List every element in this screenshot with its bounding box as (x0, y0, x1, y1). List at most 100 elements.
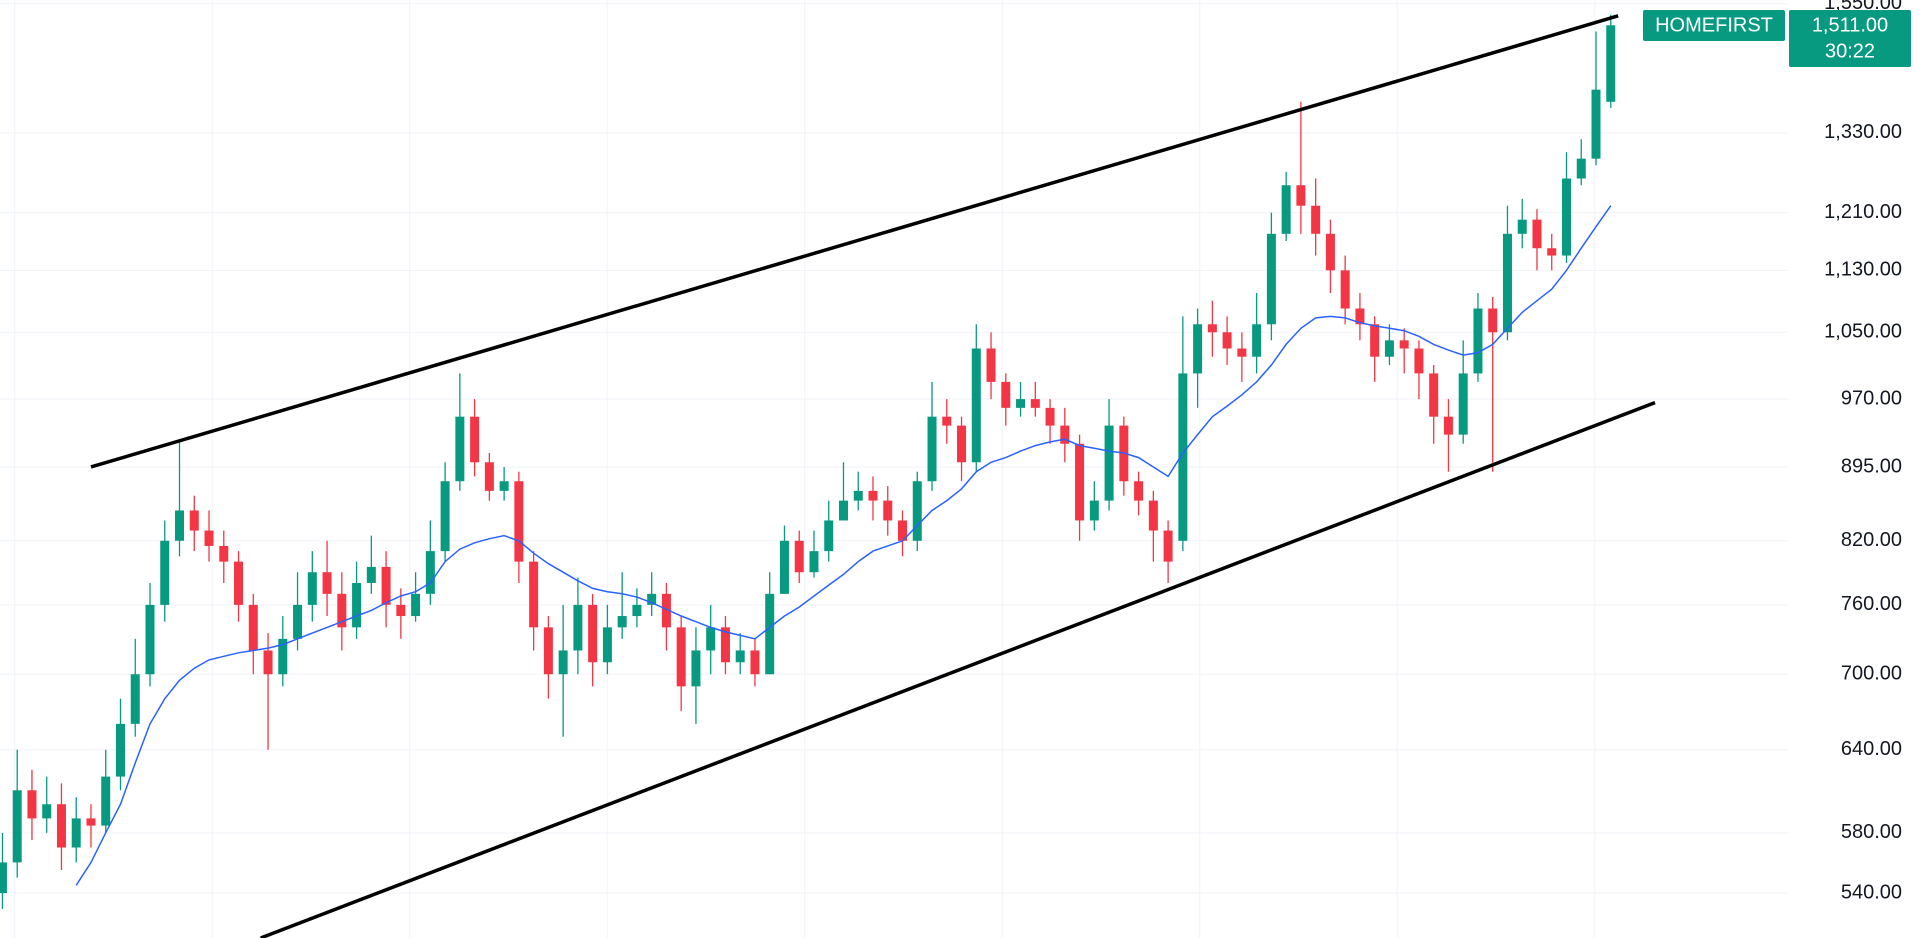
y-tick-label: 580.00 (1841, 821, 1902, 843)
candle-body (1325, 233, 1335, 271)
candle-body (1547, 248, 1557, 256)
y-tick-label: 1,130.00 (1824, 259, 1902, 281)
candle-body (647, 593, 657, 605)
y-tick-label: 820.00 (1841, 529, 1902, 551)
candle-body (12, 790, 22, 863)
countdown-label: 30:22 (1825, 40, 1875, 62)
candle-body (293, 604, 303, 639)
candle-body (1458, 373, 1468, 435)
candle-body (0, 862, 7, 894)
candle-body (337, 593, 347, 628)
candle-body (1089, 500, 1099, 521)
candle-body (1561, 178, 1571, 256)
trend-line (90, 14, 1619, 469)
candle-body (971, 348, 981, 463)
candle-body (1163, 530, 1173, 562)
candle-body (219, 545, 229, 562)
candle-body (632, 604, 642, 617)
candle-body (588, 604, 598, 663)
last-price-label: 1,511.00 (1812, 14, 1888, 36)
candle-body (1384, 340, 1394, 357)
candle-body (661, 593, 671, 628)
candle-body (204, 530, 214, 546)
candle-body (1016, 399, 1026, 408)
candle-body (558, 650, 568, 675)
candle-body (1296, 185, 1306, 206)
candle-body (1517, 219, 1527, 234)
candle-body (1178, 373, 1188, 541)
y-tick-label: 540.00 (1841, 881, 1902, 903)
y-tick-label: 640.00 (1841, 738, 1902, 760)
candle-body (101, 776, 111, 826)
candle-body (1576, 158, 1586, 179)
candle-body (617, 616, 627, 628)
candle-body (470, 416, 480, 463)
candle-body (130, 674, 140, 724)
candle-body (1237, 348, 1247, 357)
candle-body (824, 520, 834, 552)
trend-line (260, 400, 1656, 938)
candle-body (1030, 399, 1040, 408)
candle-body (779, 540, 789, 594)
candle-body (514, 481, 524, 562)
candle-body (853, 490, 863, 501)
grid (0, 0, 1788, 938)
candle-body (735, 650, 745, 663)
candle-body (42, 804, 52, 819)
candle-body (1001, 381, 1011, 408)
candle-body (499, 481, 509, 491)
price-labels: HOMEFIRST 1,511.00 30:22 (1643, 10, 1911, 67)
y-tick-label: 760.00 (1841, 593, 1902, 615)
candle-body (883, 500, 893, 521)
candle-body (1488, 308, 1498, 333)
y-tick-label: 1,210.00 (1824, 201, 1902, 223)
candle-body (396, 604, 406, 617)
candle-body (1281, 185, 1291, 234)
candle-body (898, 520, 908, 541)
candle-body (160, 540, 170, 605)
candle-body (1222, 332, 1232, 349)
y-tick-label: 1,330.00 (1824, 121, 1902, 143)
candle-body (1134, 481, 1144, 501)
candle-body (322, 572, 332, 594)
plot-area (0, 14, 1656, 938)
candle-body (529, 561, 539, 628)
candle-body (27, 790, 37, 819)
candle-body (1414, 348, 1424, 374)
candle-body (1532, 219, 1542, 249)
candle-body (1104, 425, 1114, 501)
candle-body (1473, 308, 1483, 374)
candle-body (1502, 233, 1512, 333)
candle-body (1340, 270, 1350, 309)
candle-body (765, 593, 775, 675)
candle-body (602, 627, 612, 663)
candle-body (750, 650, 760, 675)
moving-average-line (75, 205, 1612, 886)
candle-body (912, 481, 922, 541)
candle-body (927, 416, 937, 482)
candle-body (942, 416, 952, 426)
candle-body (1591, 89, 1601, 159)
candle-body (1266, 233, 1276, 325)
candle-body (381, 566, 391, 605)
y-tick-label: 1,050.00 (1824, 321, 1902, 343)
candle-body (145, 604, 155, 675)
candle-body (809, 551, 819, 573)
candle-body (1399, 340, 1409, 349)
candle-body (1370, 324, 1380, 357)
candle-body (794, 540, 804, 573)
candle-body (1075, 443, 1085, 521)
candle-body (1429, 373, 1439, 417)
price-badge (1789, 10, 1911, 67)
symbol-badge (1643, 10, 1785, 41)
candle-body (1148, 500, 1158, 531)
candle-body (189, 510, 199, 531)
candle-body (1443, 416, 1453, 435)
candle-body (1193, 324, 1203, 374)
y-tick-label: 700.00 (1841, 663, 1902, 685)
candle-body (720, 627, 730, 663)
candle-body (71, 818, 81, 848)
candle-body (366, 566, 376, 583)
candle-body (411, 593, 421, 617)
